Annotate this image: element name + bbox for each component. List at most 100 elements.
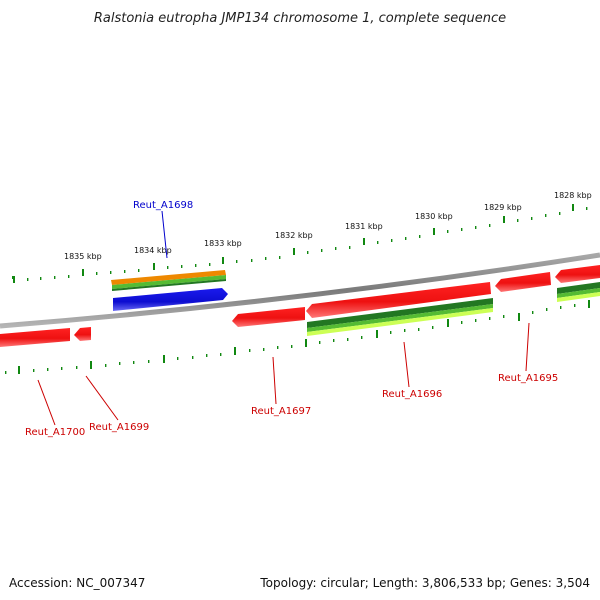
gene-label-reut-a1699[interactable]: Reut_A1699 [89,422,149,433]
minor-tick [251,259,253,262]
minor-tick [192,356,194,359]
minor-tick [96,272,98,275]
gene-arrow-right-edge[interactable] [555,265,600,283]
major-tick [222,257,224,264]
minor-tick [405,237,407,240]
gene-arrow-reut-a1696[interactable] [306,282,491,318]
minor-tick [489,224,491,227]
feature-bar-green [112,275,226,289]
minor-tick [167,266,169,269]
minor-tick [206,354,208,357]
minor-tick [560,306,562,309]
feature-bar-green [557,288,600,298]
minor-tick [390,331,392,334]
minor-tick [181,265,183,268]
gene-label-reut-a1696[interactable]: Reut_A1696 [382,389,442,400]
minor-tick [419,235,421,238]
minor-tick [531,217,533,220]
leader-line-reut-a1697 [272,356,277,405]
minor-tick [40,277,42,280]
feature-bar-orange [111,270,226,285]
gene-label-reut-a1700[interactable]: Reut_A1700 [25,427,85,438]
minor-tick [33,369,35,372]
kbp-label: 1829 kbp [484,203,522,212]
minor-tick [333,339,335,342]
minor-tick [209,263,211,266]
kbp-label: 1834 kbp [134,246,172,255]
gene-arrow-reut-a1695[interactable] [495,272,551,292]
feature-bar-dark-green [112,279,226,291]
minor-tick [391,239,393,242]
minor-tick [119,362,121,365]
leader-line-reut-a1696 [403,341,410,388]
gene-arrow-reut-a1697[interactable] [232,307,305,327]
gene-label-reut-a1695[interactable]: Reut_A1695 [498,373,558,384]
kbp-label: 1832 kbp [275,231,313,240]
major-tick [433,228,435,235]
minor-tick [236,260,238,263]
topology-summary: Topology: circular; Length: 3,806,533 bp… [260,576,590,590]
minor-tick [532,311,534,314]
minor-tick [517,219,519,222]
gene-track [0,265,600,347]
major-tick [90,361,92,369]
minor-tick [475,226,477,229]
minor-tick [347,338,349,341]
minor-tick [361,336,363,339]
minor-tick [489,317,491,320]
minor-tick [559,212,561,215]
minor-tick [291,345,293,348]
minor-tick [503,315,505,318]
minor-tick [110,271,112,274]
gene-label-reut-a1697[interactable]: Reut_A1697 [251,406,311,417]
minor-tick [12,276,13,279]
gene-arrow-reut-a1700[interactable] [0,328,70,347]
minor-tick [54,276,56,279]
major-tick [447,319,449,327]
minor-tick [220,353,222,356]
minor-tick [349,246,351,249]
minor-tick [377,241,379,244]
chromosome-backbone [0,252,600,329]
major-tick [18,366,20,374]
minor-tick [47,368,49,371]
gene-arrow-reut-a1698[interactable] [113,288,228,311]
minor-tick [249,349,251,352]
minor-tick [138,269,140,272]
kbp-label: 1831 kbp [345,222,383,231]
feature-bar-light-green [307,308,493,336]
major-tick [518,313,520,321]
kbp-label: 1830 kbp [415,212,453,221]
major-tick [305,339,307,347]
minor-tick [5,371,7,374]
map-title: Ralstonia eutropha JMP134 chromosome 1, … [94,11,506,26]
major-tick [163,355,165,363]
minor-tick [124,270,126,273]
feature-bar-dark-green [557,282,600,294]
major-tick [153,263,155,270]
minor-tick [447,230,449,233]
minor-tick [27,278,29,281]
feature-bar-green [307,304,493,332]
minor-tick [475,319,477,322]
minor-tick [321,249,323,252]
major-tick [13,276,15,283]
minor-tick [279,256,281,259]
gene-label-reut-a1698[interactable]: Reut_A1698 [133,200,193,211]
feature-bars-lower [307,282,600,336]
major-tick [503,216,505,223]
minor-tick [586,207,588,210]
inner-tick-track [5,300,590,374]
major-tick [234,347,236,355]
minor-tick [195,264,197,267]
minor-tick [263,348,265,351]
major-tick [376,330,378,338]
minor-tick [461,321,463,324]
gene-arrow-reut-a1699[interactable] [74,327,91,341]
minor-tick [404,329,406,332]
minor-tick [432,326,434,329]
accession-text: Accession: NC_007347 [9,576,146,590]
minor-tick [319,341,321,344]
minor-tick [61,367,63,370]
